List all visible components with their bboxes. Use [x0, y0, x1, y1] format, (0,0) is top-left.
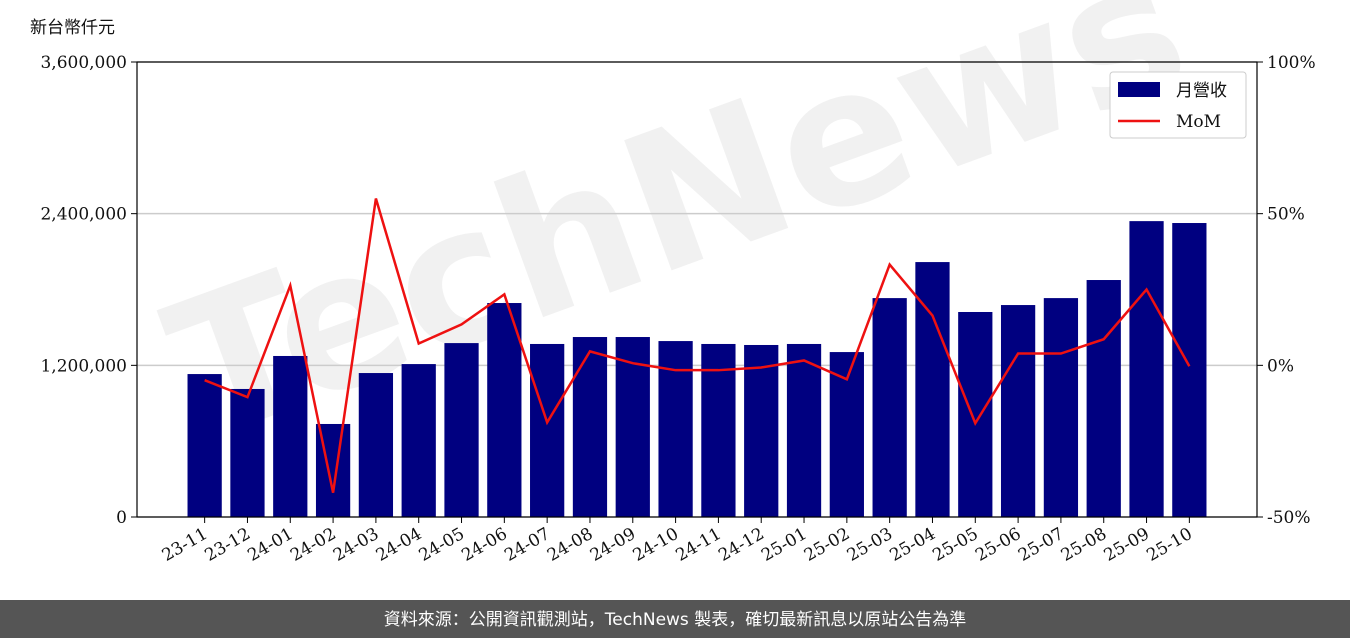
bar [273, 355, 308, 517]
y-tick-label: 2,400,000 [40, 205, 127, 225]
line [204, 198, 1191, 493]
bar [1086, 280, 1121, 517]
legend-label: 月營收 [1176, 81, 1227, 101]
bar [744, 344, 779, 517]
x-tick-label: 24-11 [672, 524, 724, 566]
legend-swatch [1118, 82, 1160, 97]
x-tick-label: 24-12 [715, 524, 767, 566]
x-tick-label: 24-05 [416, 524, 468, 566]
bar [872, 298, 907, 517]
plot-frame [136, 61, 1258, 518]
bar [487, 303, 522, 517]
bar [358, 373, 394, 517]
x-tick-label: 25-05 [929, 524, 981, 566]
x-tick-label: 25-04 [887, 524, 939, 566]
bar [530, 343, 565, 517]
y2-tick-label: -50% [1267, 508, 1311, 528]
bar [786, 343, 822, 517]
bar [1129, 221, 1164, 518]
bar [701, 343, 736, 517]
x-tick-label: 24-01 [244, 524, 296, 566]
bar [915, 262, 950, 517]
bar [1043, 298, 1079, 517]
y2-tick-label: 100% [1267, 53, 1316, 73]
x-tick-label: 25-10 [1143, 524, 1195, 566]
x-tick-label: 24-09 [587, 524, 639, 566]
x-tick-label: 25-06 [972, 524, 1024, 566]
bar [1000, 305, 1036, 517]
x-tick-label: 25-01 [758, 524, 810, 566]
x-tick-label: 25-02 [801, 524, 853, 566]
legend-label: MoM [1176, 112, 1221, 132]
x-tick-label: 24-03 [330, 524, 382, 566]
x-tick-label: 24-10 [630, 524, 682, 566]
x-tick-label: 24-07 [501, 524, 553, 566]
x-tick-label: 23-11 [159, 524, 211, 566]
y-tick-label: 3,600,000 [40, 53, 127, 73]
bar [444, 343, 479, 517]
x-tick-label: 24-02 [287, 524, 339, 566]
bar [958, 311, 993, 517]
bar [615, 337, 650, 517]
y-tick-label: 1,200,000 [40, 356, 127, 376]
x-tick-label: 23-12 [202, 524, 254, 566]
bar [401, 364, 436, 517]
bar [230, 388, 265, 517]
y-tick-label: 0 [116, 508, 127, 528]
footer-bar [0, 600, 1350, 638]
x-tick-label: 25-07 [1015, 524, 1067, 566]
y2-tick-label: 0% [1267, 356, 1294, 376]
x-tick-label: 24-08 [544, 524, 596, 566]
y-axis-label: 新台幣仟元 [30, 18, 115, 38]
y2-tick-label: 50% [1267, 205, 1305, 225]
bar [572, 337, 608, 517]
x-tick-label: 25-03 [844, 524, 896, 566]
x-tick-label: 24-06 [458, 524, 510, 566]
footer: 資料來源：公開資訊觀測站，TechNews 製表，確切最新訊息以原站公告為準 [384, 610, 966, 630]
bar [1172, 223, 1207, 517]
x-tick-label: 24-04 [373, 524, 425, 566]
x-tick-label: 25-09 [1101, 524, 1153, 566]
x-tick-label: 25-08 [1058, 524, 1110, 566]
bar [187, 374, 222, 517]
